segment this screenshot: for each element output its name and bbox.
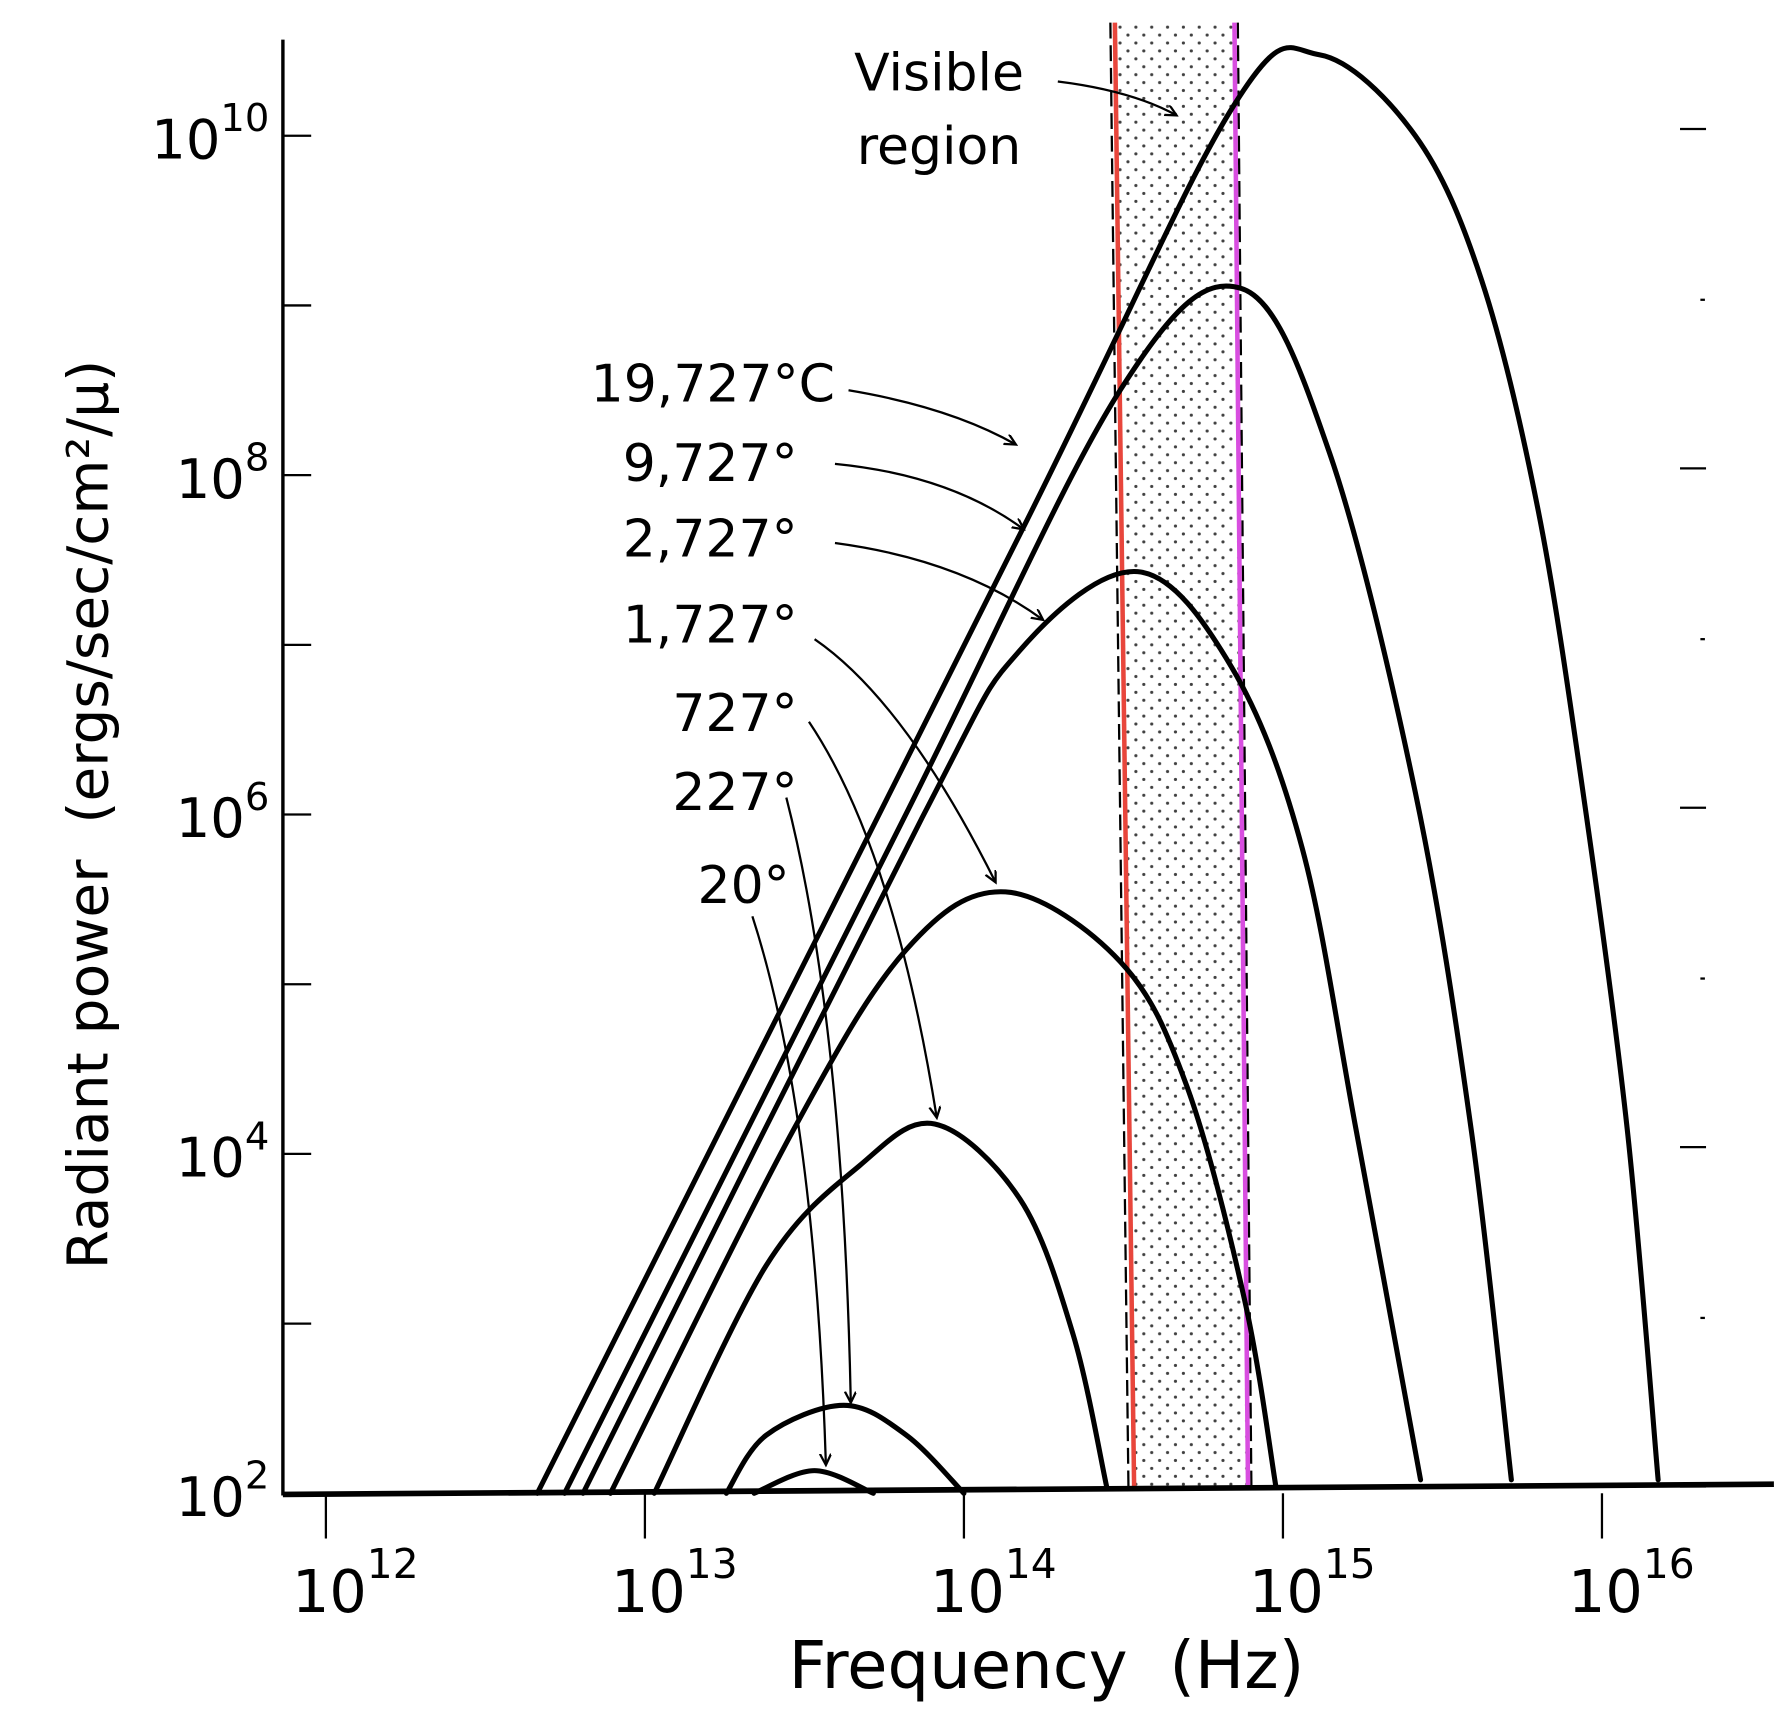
series-label-2727: 2,727° — [623, 510, 798, 570]
y-tick-label: 106 — [176, 775, 270, 850]
x-axis-label: Frequency (Hz) — [789, 1628, 1305, 1704]
series-curve-2 — [580, 569, 1424, 1496]
arrow-727 — [808, 721, 937, 1118]
series-curve-1 — [562, 283, 1514, 1496]
visible-region-red-edge — [1112, 22, 1137, 1489]
series-label-1727: 1,727° — [623, 596, 798, 656]
visible-region-stipple — [1114, 22, 1249, 1489]
x-tick-label: 1013 — [611, 1540, 738, 1626]
arrow-2727 — [834, 541, 1043, 620]
visible-region-violet-edge — [1232, 22, 1251, 1489]
axes: 1012 1013 1014 1015 1016 102 104 106 108 1010 — [151, 39, 1774, 1626]
y-tick-label: 102 — [176, 1454, 270, 1529]
visible-region-dashed-edge-high — [1236, 22, 1253, 1489]
arrow-1727 — [813, 638, 996, 882]
y-axis-label: Radiant power (ergs/sec/cm²/μ) — [56, 360, 122, 1270]
curves — [534, 45, 1661, 1496]
y-tick-label: 108 — [176, 436, 270, 511]
x-axis-line — [282, 1481, 1774, 1498]
labels: Visible region 19,727°C 9,727° 2,727° 1,… — [56, 44, 1305, 1704]
arrow-19727 — [848, 389, 1016, 444]
series-label-20: 20° — [698, 856, 790, 916]
visible-region-label-line2: region — [857, 117, 1022, 177]
series-label-9727: 9,727° — [623, 434, 798, 494]
visible-region-label-line1: Visible — [854, 44, 1024, 104]
series-curve-4 — [651, 1120, 1110, 1496]
series-label-19727: 19,727°C — [591, 355, 835, 415]
series-curve-5 — [723, 1402, 967, 1496]
y-tick-label: 104 — [176, 1114, 270, 1189]
arrow-20 — [751, 915, 826, 1465]
x-tick-label: 1012 — [292, 1540, 419, 1626]
series-label-727: 727° — [672, 684, 797, 744]
visible-region-arrow — [1057, 80, 1177, 115]
arrow-9727 — [834, 462, 1024, 530]
series-curve-3 — [607, 889, 1279, 1496]
series-label-227: 227° — [672, 763, 797, 823]
x-tick-label: 1016 — [1568, 1540, 1695, 1626]
y-tick-label: 1010 — [151, 96, 269, 171]
x-tick-label: 1014 — [930, 1540, 1057, 1626]
visible-region — [1109, 22, 1253, 1489]
arrow-227 — [785, 797, 850, 1403]
series-curve-6 — [751, 1468, 876, 1496]
series-curve-0 — [534, 45, 1661, 1496]
x-tick-label: 1015 — [1249, 1540, 1376, 1626]
visible-region-dashed-edge-low — [1109, 22, 1130, 1489]
